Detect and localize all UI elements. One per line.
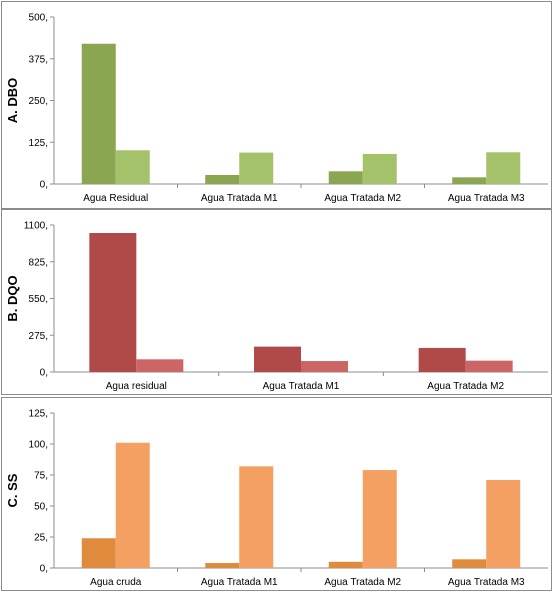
bar: [452, 559, 487, 568]
y-tick-label: 500,: [29, 13, 48, 24]
x-tick-label: Agua Tratada M1: [201, 193, 278, 204]
bar: [328, 561, 363, 568]
y-tick-label: 0,: [40, 368, 48, 379]
chart-panel-ss: C. SS 0, 25, 50, 75, 100, 125, Agua cruda Agua T…: [1, 397, 552, 591]
bar: [486, 479, 521, 568]
bar: [89, 233, 137, 372]
y-tick-label: 1100,: [24, 221, 48, 232]
x-tick-label: Agua Tratada M1: [201, 577, 278, 588]
y-tick-label: 375,: [29, 54, 48, 65]
y-tick-label: 125,: [29, 409, 48, 420]
chart-dqo: B. DQO 0, 275, 550, 825, 1100, Agua residual Ag…: [5, 221, 548, 392]
y-tick-label: 0,: [40, 180, 48, 191]
bar: [239, 152, 274, 184]
bar: [136, 359, 184, 372]
bar: [486, 152, 521, 184]
bar: [205, 174, 240, 184]
y-tick-label: 25,: [34, 533, 48, 544]
bar: [328, 171, 363, 184]
y-axis-label: C. SS: [5, 473, 20, 507]
bar: [81, 43, 116, 184]
bar: [115, 150, 150, 184]
bar: [239, 466, 274, 568]
x-tick-label: Agua Tratada M2: [427, 381, 504, 392]
x-tick-label: Agua Tratada M2: [324, 193, 401, 204]
y-tick-label: 250,: [29, 96, 48, 107]
y-axis-label: B. DQO: [5, 275, 20, 321]
bar: [362, 470, 397, 568]
bar: [81, 538, 116, 568]
y-tick-label: 0,: [40, 564, 48, 575]
bar: [301, 361, 348, 372]
x-tick-label: Agua Tratada M3: [448, 577, 525, 588]
chart-ss: C. SS 0, 25, 50, 75, 100, 125, Agua cruda Agua T…: [5, 409, 548, 588]
chart-dbo: A. DBO 0, 125, 250, 375, 500, Agua Residual Agu…: [5, 13, 548, 204]
chart-panel-dbo: A. DBO 0, 125, 250, 375, 500, Agua Residual Agu…: [1, 1, 552, 209]
y-tick-label: 100,: [29, 440, 48, 451]
bar: [452, 177, 487, 184]
y-tick-label: 550,: [29, 294, 48, 305]
x-tick-label: Agua Tratada M1: [263, 381, 340, 392]
bar: [115, 442, 150, 568]
x-tick-label: Agua Tratada M3: [448, 193, 525, 204]
y-tick-label: 125,: [29, 138, 48, 149]
y-tick-label: 825,: [29, 257, 48, 268]
bar: [465, 360, 513, 372]
x-tick-label: Agua Residual: [83, 193, 148, 204]
chart-panel-dqo: B. DQO 0, 275, 550, 825, 1100, Agua residual Ag…: [1, 209, 552, 395]
x-tick-label: Agua residual: [106, 381, 167, 392]
bar: [362, 153, 397, 184]
bar: [418, 347, 466, 372]
y-axis-label: A. DBO: [5, 78, 20, 124]
x-tick-label: Agua Tratada M2: [324, 577, 401, 588]
y-tick-label: 75,: [34, 471, 48, 482]
x-tick-label: Agua cruda: [90, 577, 142, 588]
y-tick-label: 275,: [29, 331, 48, 342]
bar: [254, 346, 301, 372]
bar: [205, 563, 240, 568]
y-tick-label: 50,: [34, 502, 48, 513]
